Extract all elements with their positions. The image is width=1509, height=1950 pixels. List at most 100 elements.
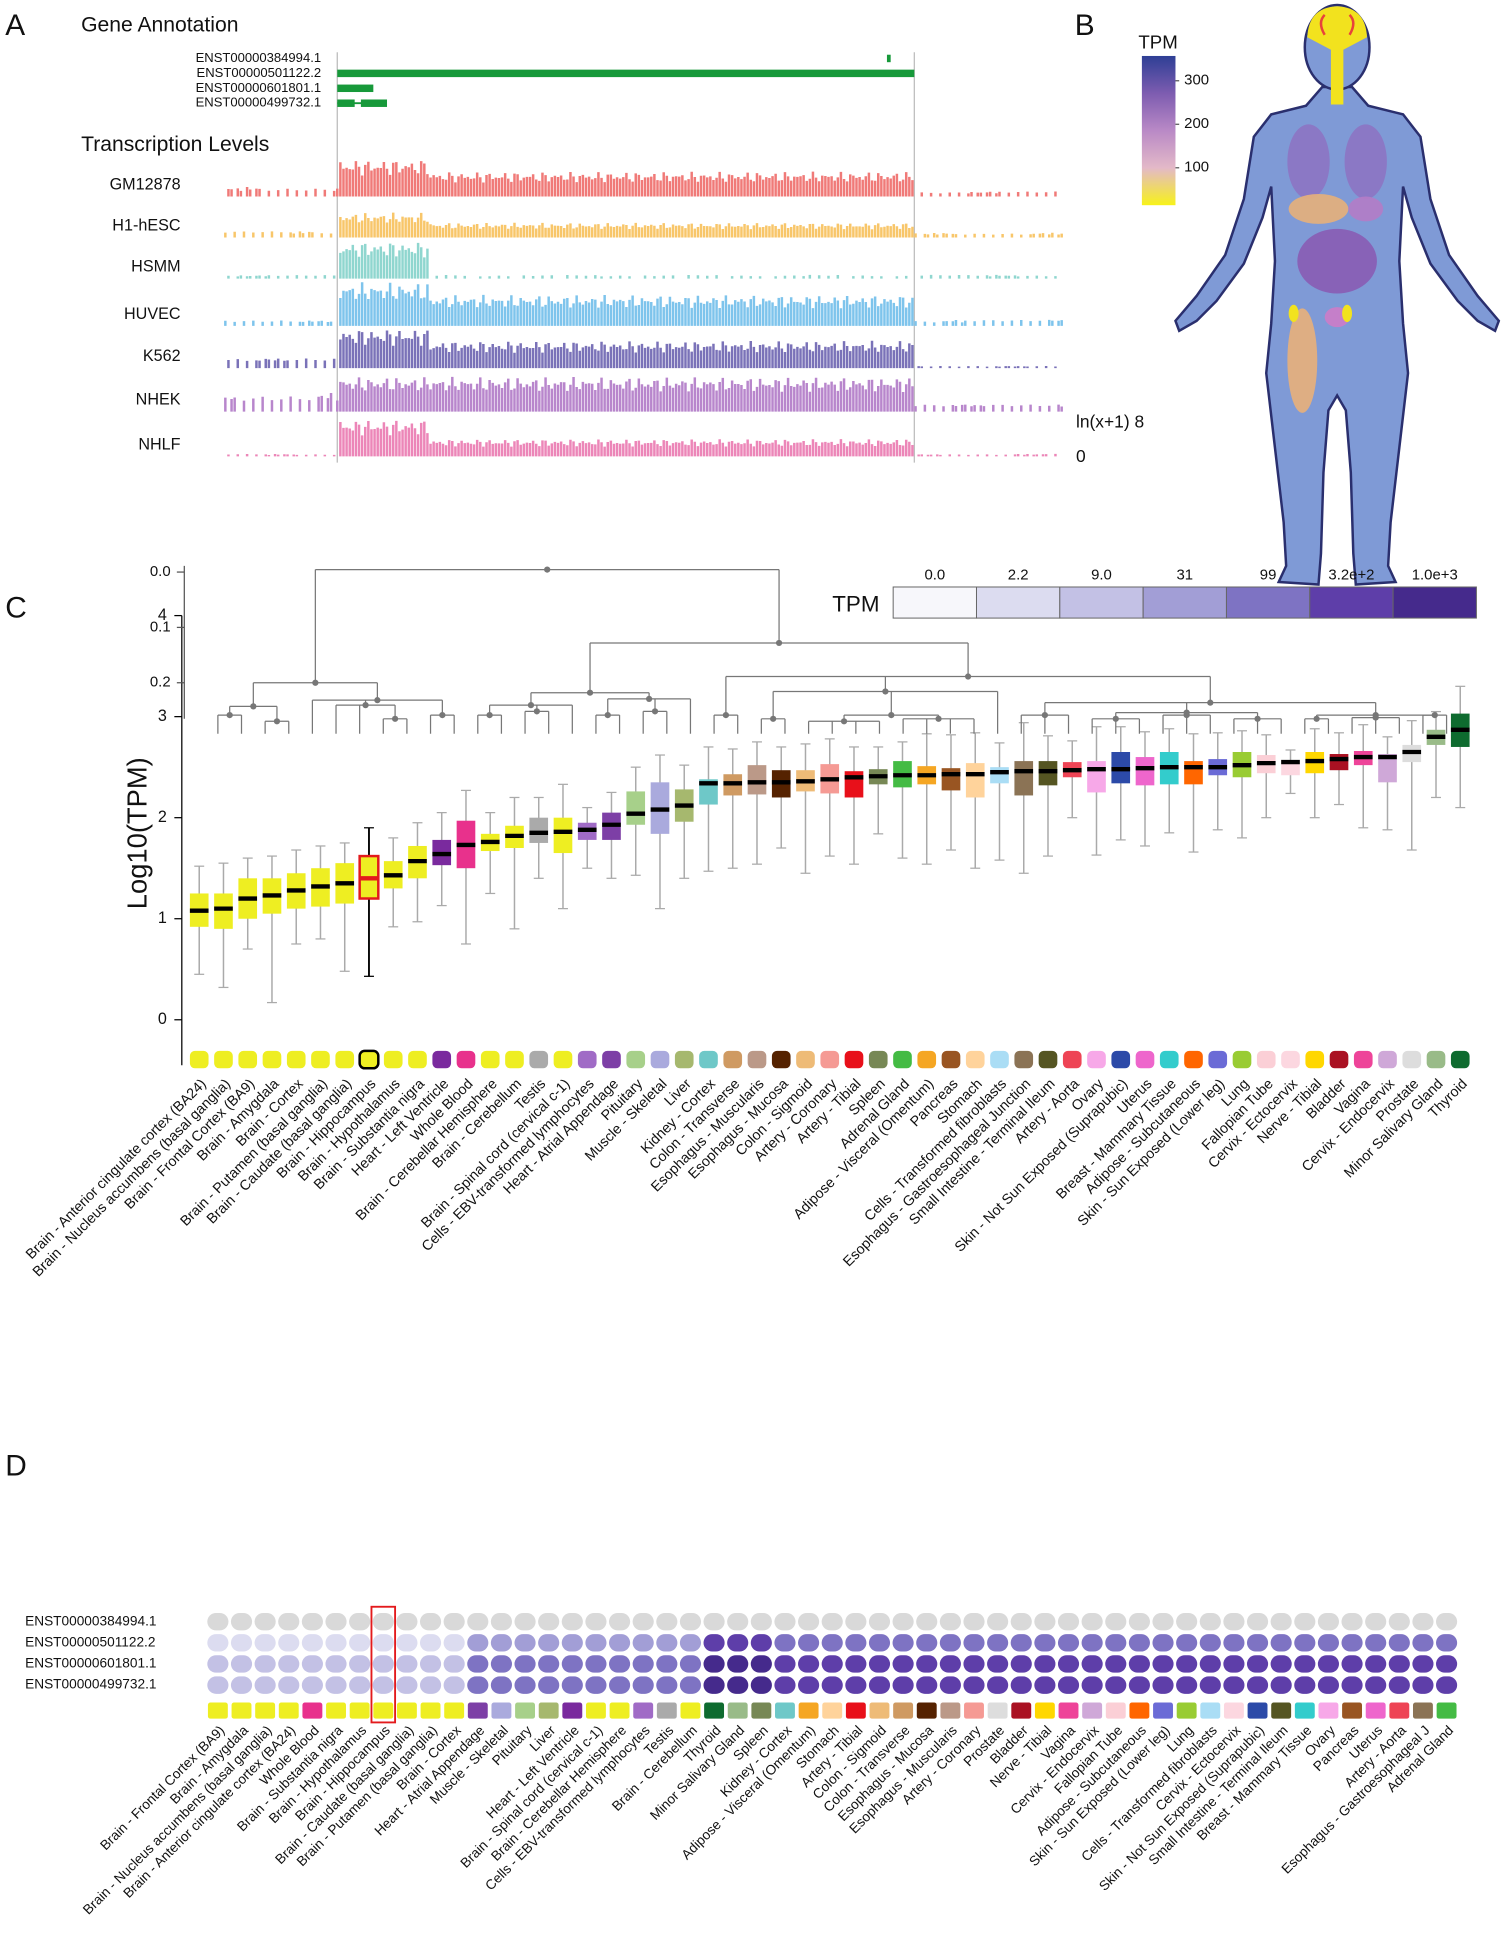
colorbar-tick-label: 200 [1184,115,1209,132]
heat-cell [821,1655,843,1673]
heat-cell [632,1655,654,1673]
heat-cell [538,1655,560,1673]
heat-cell [727,1655,749,1673]
tissue-swatch [1200,1702,1221,1719]
tissue-swatch [680,1702,701,1719]
heat-cell [916,1634,938,1652]
heat-cell [490,1634,512,1652]
tissue-swatch [1011,1702,1032,1719]
heat-cell [774,1634,796,1652]
heat-cell [845,1655,867,1673]
track-label: NHEK [136,391,181,409]
heat-cell [396,1612,418,1631]
tissue-swatch [491,1702,512,1719]
tissue-swatch [1450,1050,1470,1069]
body-thigh [1287,308,1318,413]
tissue-swatch [633,1702,654,1719]
heat-cell [1199,1634,1221,1652]
heat-cell [325,1655,347,1673]
tissue-swatch [1062,1050,1082,1069]
heat-cell [845,1676,867,1694]
gene-exon [360,99,388,107]
scale-label: 0 [1076,446,1086,466]
signal-track [224,212,1063,238]
heat-cell [1057,1676,1080,1694]
highlight-box [370,1605,397,1724]
tissue-swatch [1159,1050,1179,1069]
colorbar-swatch [1059,586,1144,619]
heat-cell [1081,1676,1103,1694]
heat-cell [798,1655,820,1673]
heat-cell [703,1612,725,1631]
colorbar [1141,55,1176,206]
track-label: HUVEC [124,305,181,323]
heat-cell [514,1634,536,1652]
heat-cell [372,1655,394,1673]
colorbar-tick-label: 9.0 [1091,567,1112,584]
heat-cell [349,1612,371,1631]
heat-cell [1199,1676,1221,1694]
heat-cell [207,1676,229,1694]
heat-cell [561,1655,583,1673]
heat-cell [278,1676,300,1694]
heat-cell [254,1655,276,1673]
transcript-label: ENST00000384994.1 [196,50,321,65]
tissue-swatch [844,1050,864,1069]
heat-cell [1152,1634,1174,1652]
heat-cell [1010,1655,1032,1673]
tissue-swatch [278,1702,299,1719]
colorbar-swatch [1225,586,1311,619]
heat-cell [1270,1634,1292,1652]
heat-cell [443,1612,465,1631]
heat-cell [1034,1676,1056,1694]
tissue-swatch [349,1702,370,1719]
panel-label: D [5,1449,27,1482]
signal-track [227,330,1057,369]
heat-cell [419,1612,442,1631]
heat-cell [538,1676,560,1694]
tissue-swatch [775,1702,795,1719]
heat-cell [679,1634,702,1652]
tissue-swatch [1111,1050,1131,1069]
heat-cell [1317,1655,1340,1673]
tissue-swatch [1082,1702,1103,1719]
heat-cell [490,1612,512,1631]
tissue-swatch [1247,1702,1268,1719]
tissue-swatch [845,1702,866,1719]
tissue-swatch [262,1050,282,1069]
transcript-label: ENST00000499732.1 [196,95,321,110]
tissue-swatch [723,1050,743,1069]
heat-cell [1081,1655,1103,1673]
heat-cell [868,1634,891,1652]
heat-cell [1010,1634,1032,1652]
tissue-swatch [189,1050,209,1069]
row-label: ENST00000499732.1 [25,1677,156,1692]
signal-track [227,161,1057,197]
body-illustration [1174,3,1501,586]
heat-cell [1270,1655,1292,1673]
heat-cell [1412,1655,1434,1673]
tissue-swatch [941,1050,961,1069]
heat-cell [987,1676,1009,1694]
heat-cell [750,1634,772,1652]
heat-cell [656,1612,678,1631]
heat-cell [372,1612,394,1631]
heat-cell [632,1612,654,1631]
tissue-swatch [358,1049,380,1070]
heat-cell [585,1655,607,1673]
tissue-swatch [505,1050,524,1069]
heat-cell [892,1676,914,1694]
heat-cell [679,1655,702,1673]
tissue-swatch [1105,1702,1126,1719]
heat-cell [443,1634,465,1652]
tissue-swatch [1223,1702,1244,1719]
heat-cell [1436,1655,1458,1673]
y-tick-label: 4 [158,606,167,624]
heat-cell [278,1612,300,1631]
heat-cell [514,1655,536,1673]
heat-cell [1034,1612,1056,1631]
heat-cell [798,1634,820,1652]
heat-cell [727,1676,749,1694]
tissue-swatch [326,1702,346,1719]
